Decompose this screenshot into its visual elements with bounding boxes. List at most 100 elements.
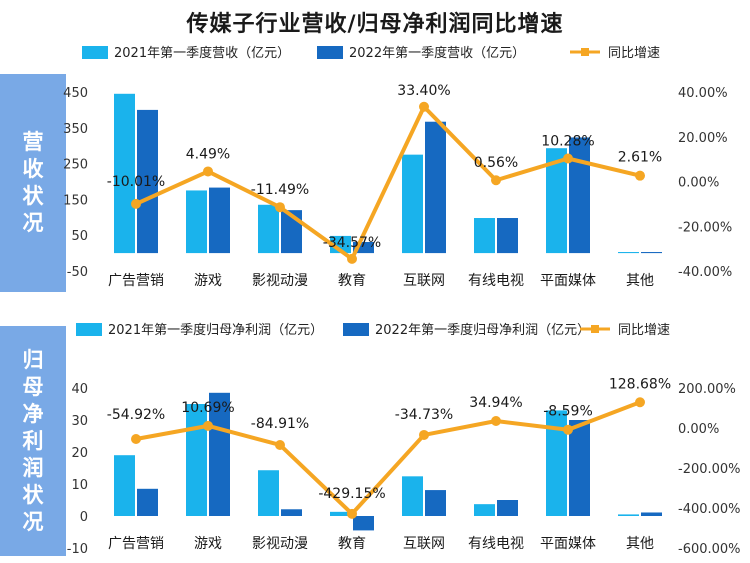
bar-2022 bbox=[137, 109, 158, 254]
growth-line bbox=[135, 104, 641, 261]
y-left-tick-label: 10 bbox=[71, 478, 88, 493]
bar-2022 bbox=[425, 121, 446, 254]
bar-2021 bbox=[618, 514, 639, 516]
growth-data-label: -34.57% bbox=[323, 235, 381, 251]
growth-data-label: -429.15% bbox=[318, 486, 385, 502]
growth-point bbox=[419, 101, 429, 112]
growth-point bbox=[563, 424, 573, 435]
legend-label-growth: 同比增速 bbox=[618, 323, 670, 338]
legend-label-2021: 2021年第一季度归母净利润（亿元） bbox=[108, 322, 323, 338]
bar-2021 bbox=[546, 148, 567, 254]
y-right-tick-label: -40.00% bbox=[678, 265, 732, 280]
bar-2021 bbox=[186, 190, 207, 254]
legend-swatch-2022 bbox=[343, 323, 369, 336]
x-category-label: 平面媒体 bbox=[540, 536, 596, 552]
growth-point bbox=[131, 198, 141, 209]
growth-point bbox=[131, 433, 141, 444]
bar-2022 bbox=[497, 500, 518, 516]
x-category-label: 其他 bbox=[626, 273, 654, 289]
bar-2022 bbox=[353, 242, 374, 254]
growth-point bbox=[275, 439, 285, 450]
growth-point bbox=[563, 153, 573, 164]
bar-2022 bbox=[209, 187, 230, 254]
y-left-tick-label: 250 bbox=[63, 158, 88, 173]
x-category-label: 教育 bbox=[338, 536, 366, 552]
x-category-label: 教育 bbox=[338, 273, 366, 289]
y-left-tick-label: 350 bbox=[63, 122, 88, 137]
bar-2021 bbox=[186, 404, 207, 516]
section-label-profit: 归母净利润状况 bbox=[0, 326, 66, 556]
y-left-tick-label: 450 bbox=[63, 86, 88, 101]
growth-data-label: -10.01% bbox=[107, 174, 165, 190]
growth-data-label: 33.40% bbox=[397, 83, 450, 99]
y-left-tick-label: 20 bbox=[71, 446, 88, 461]
legend-swatch-2022 bbox=[317, 46, 343, 59]
x-category-label: 有线电视 bbox=[468, 273, 524, 289]
bar-2022 bbox=[425, 490, 446, 516]
growth-data-label: 4.49% bbox=[186, 146, 230, 162]
growth-point bbox=[203, 166, 213, 177]
bar-2022 bbox=[569, 137, 590, 254]
bar-2022 bbox=[353, 516, 374, 531]
x-category-label: 有线电视 bbox=[468, 536, 524, 552]
growth-line bbox=[135, 400, 641, 516]
x-category-label: 广告营销 bbox=[108, 273, 164, 289]
growth-data-label: -11.49% bbox=[251, 182, 309, 198]
bar-2022 bbox=[497, 218, 518, 254]
growth-point bbox=[203, 420, 213, 431]
y-left-tick-label: 0 bbox=[80, 510, 88, 525]
growth-data-label: 10.69% bbox=[181, 400, 234, 416]
growth-data-label: 128.68% bbox=[609, 376, 671, 392]
y-right-tick-label: 40.00% bbox=[678, 86, 728, 101]
growth-data-label: -34.73% bbox=[395, 407, 453, 423]
y-right-tick-label: -600.00% bbox=[678, 542, 741, 557]
growth-data-label: 10.28% bbox=[541, 133, 594, 149]
x-category-label: 影视动漫 bbox=[252, 273, 308, 289]
bar-2021 bbox=[474, 504, 495, 516]
bar-2021 bbox=[402, 154, 423, 254]
y-right-tick-label: 200.00% bbox=[678, 382, 736, 397]
bar-2021 bbox=[330, 511, 351, 516]
y-left-tick-label: -50 bbox=[67, 265, 88, 280]
bar-2021 bbox=[258, 204, 279, 254]
bar-2022 bbox=[209, 392, 230, 516]
x-category-label: 游戏 bbox=[194, 536, 222, 552]
bar-2022 bbox=[137, 488, 158, 516]
growth-data-label: 34.94% bbox=[469, 395, 522, 411]
legend-label-2022: 2022年第一季度营收（亿元） bbox=[349, 45, 525, 61]
x-category-label: 平面媒体 bbox=[540, 273, 596, 289]
bar-2021 bbox=[114, 93, 135, 254]
x-category-label: 互联网 bbox=[403, 273, 445, 289]
legend-swatch-2021 bbox=[76, 323, 102, 336]
bar-2021 bbox=[546, 410, 567, 516]
legend-marker-growth bbox=[581, 48, 589, 56]
legend-swatch-2021 bbox=[82, 46, 108, 59]
y-right-tick-label: -400.00% bbox=[678, 502, 741, 517]
y-right-tick-label: -20.00% bbox=[678, 220, 732, 235]
bar-2022 bbox=[281, 509, 302, 516]
y-left-tick-label: 150 bbox=[63, 193, 88, 208]
legend-label-2021: 2021年第一季度营收（亿元） bbox=[114, 45, 290, 61]
bar-2021 bbox=[474, 218, 495, 254]
x-category-label: 广告营销 bbox=[108, 536, 164, 552]
y-left-tick-label: 50 bbox=[71, 229, 88, 244]
growth-point bbox=[635, 397, 645, 408]
growth-point bbox=[347, 253, 357, 264]
bar-2022 bbox=[641, 512, 662, 516]
y-left-tick-label: 40 bbox=[71, 382, 88, 397]
legend-label-2022: 2022年第一季度归母净利润（亿元） bbox=[375, 322, 590, 338]
y-right-tick-label: 0.00% bbox=[678, 422, 719, 437]
bar-2021 bbox=[618, 252, 639, 254]
x-category-label: 互联网 bbox=[403, 536, 445, 552]
growth-data-label: -8.59% bbox=[543, 404, 593, 420]
growth-point bbox=[491, 175, 501, 186]
growth-point bbox=[347, 508, 357, 519]
section-label-revenue: 营收状况 bbox=[0, 74, 66, 292]
x-category-label: 其他 bbox=[626, 536, 654, 552]
bar-2022 bbox=[641, 252, 662, 254]
y-left-tick-label: -10 bbox=[67, 542, 88, 557]
x-category-label: 游戏 bbox=[194, 273, 222, 289]
bar-2021 bbox=[114, 455, 135, 516]
y-right-tick-label: 20.00% bbox=[678, 131, 728, 146]
growth-data-label: 2.61% bbox=[618, 150, 662, 166]
